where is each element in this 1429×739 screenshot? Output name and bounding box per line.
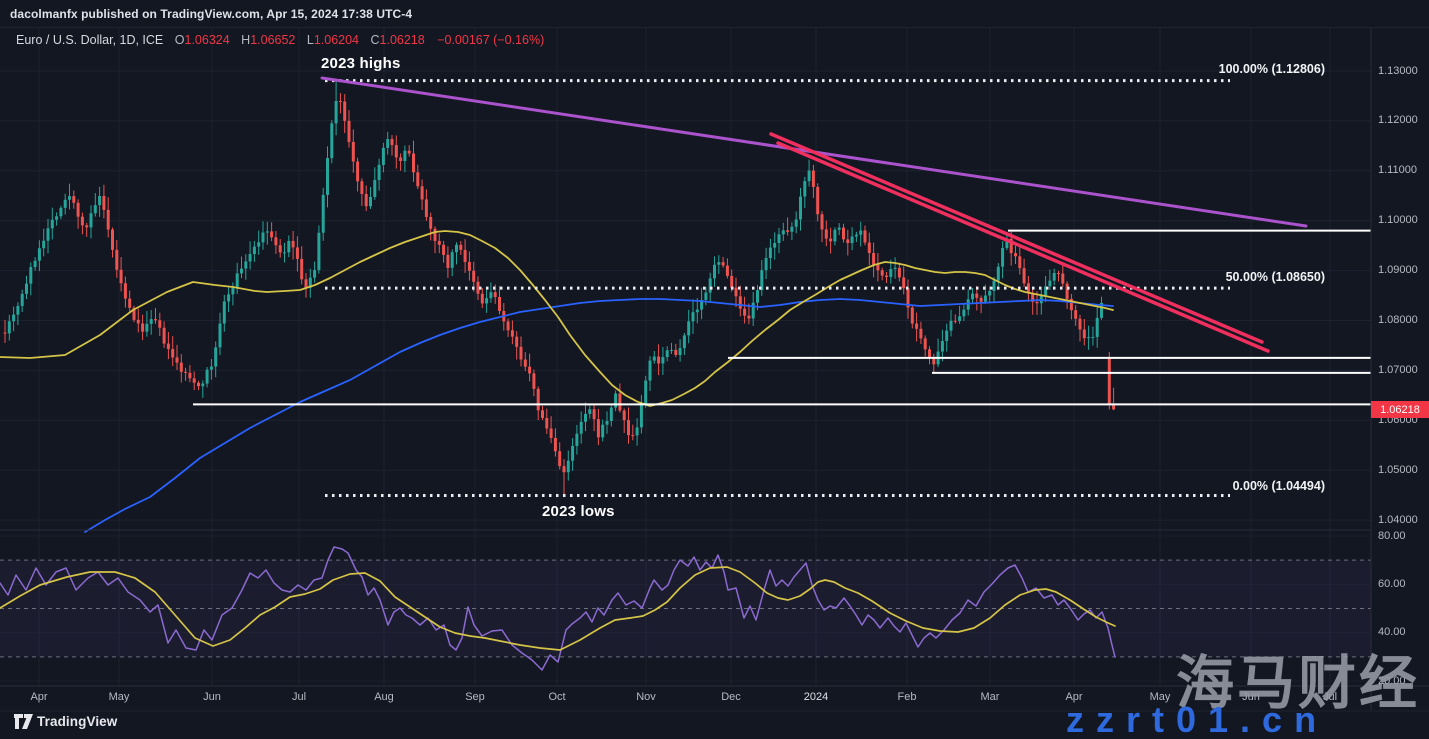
price-axis-label: 1.12000	[1378, 114, 1418, 127]
publish-text: dacolmanfx published on TradingView.com,…	[10, 6, 413, 21]
open-label: O	[174, 33, 185, 47]
candles-layer	[3, 80, 1116, 496]
annotation-2023-lows: 2023 lows	[542, 503, 615, 520]
publish-bar: dacolmanfx published on TradingView.com,…	[0, 0, 1429, 28]
close-label: C	[370, 33, 380, 47]
rsi-lines	[0, 546, 1116, 671]
price-axis-label: 1.13000	[1378, 64, 1418, 77]
price-axis-label: 1.10000	[1378, 214, 1418, 227]
last-price-badge: 1.06218	[1371, 401, 1429, 418]
price-axis[interactable]: 1.13000 1.12000 1.11000 1.10000 1.09000 1.080…	[1372, 0, 1429, 739]
rsi-axis-label: 80.00	[1378, 529, 1406, 542]
rsi-axis-label: 40.00	[1378, 626, 1406, 639]
rsi-axis-label: 60.00	[1378, 577, 1406, 590]
separators	[0, 27, 1429, 712]
annotation-2023-highs: 2023 highs	[321, 55, 401, 72]
fib-label-0: 0.00% (1.04494)	[1232, 479, 1325, 493]
price-axis-label: 1.08000	[1378, 314, 1418, 326]
high-label: H	[241, 33, 251, 47]
trendlines	[320, 76, 1308, 353]
symbol-legend[interactable]: Euro / U.S. Dollar, 1D, ICE O1.06324 H1.…	[16, 33, 544, 47]
fib-label-100: 100.00% (1.12806)	[1218, 62, 1325, 76]
price-axis-label: 1.04000	[1378, 513, 1418, 526]
low-label: L	[306, 33, 314, 47]
change-value: −0.00167 (−0.16%)	[437, 33, 545, 47]
fib-label-50: 50.00% (1.08650)	[1225, 270, 1325, 284]
tradingview-brand[interactable]: TradingView	[37, 714, 118, 729]
symbol-title[interactable]: Euro / U.S. Dollar, 1D, ICE	[16, 33, 164, 47]
low-value: 1.06204	[313, 33, 360, 47]
price-axis-label: 1.07000	[1378, 363, 1418, 376]
watermark-cn-text: 海马财经	[1176, 651, 1421, 716]
high-value: 1.06652	[250, 33, 296, 47]
grid-layer	[0, 27, 1371, 686]
steep-downtrend-red-upper	[769, 132, 1264, 344]
watermark-site-url: zzrt01.cn	[1066, 699, 1329, 739]
close-value: 1.06218	[379, 33, 425, 47]
horizontal-levels	[193, 229, 1371, 406]
open-value: 1.06324	[184, 33, 230, 47]
tradingview-logo-icon[interactable]	[14, 714, 33, 729]
rsi-axis-label: 20.00	[1378, 674, 1406, 687]
steep-downtrend-red-lower	[776, 141, 1270, 353]
rsi-axis[interactable]: 80.00 60.00 40.00 20.00	[1372, 0, 1429, 739]
footer: TradingView	[14, 714, 117, 729]
price-axis-label: 1.11000	[1378, 164, 1417, 177]
moving-averages	[0, 230, 1114, 533]
price-axis-label: 1.05000	[1378, 463, 1418, 476]
price-axis-label: 1.09000	[1378, 264, 1418, 277]
